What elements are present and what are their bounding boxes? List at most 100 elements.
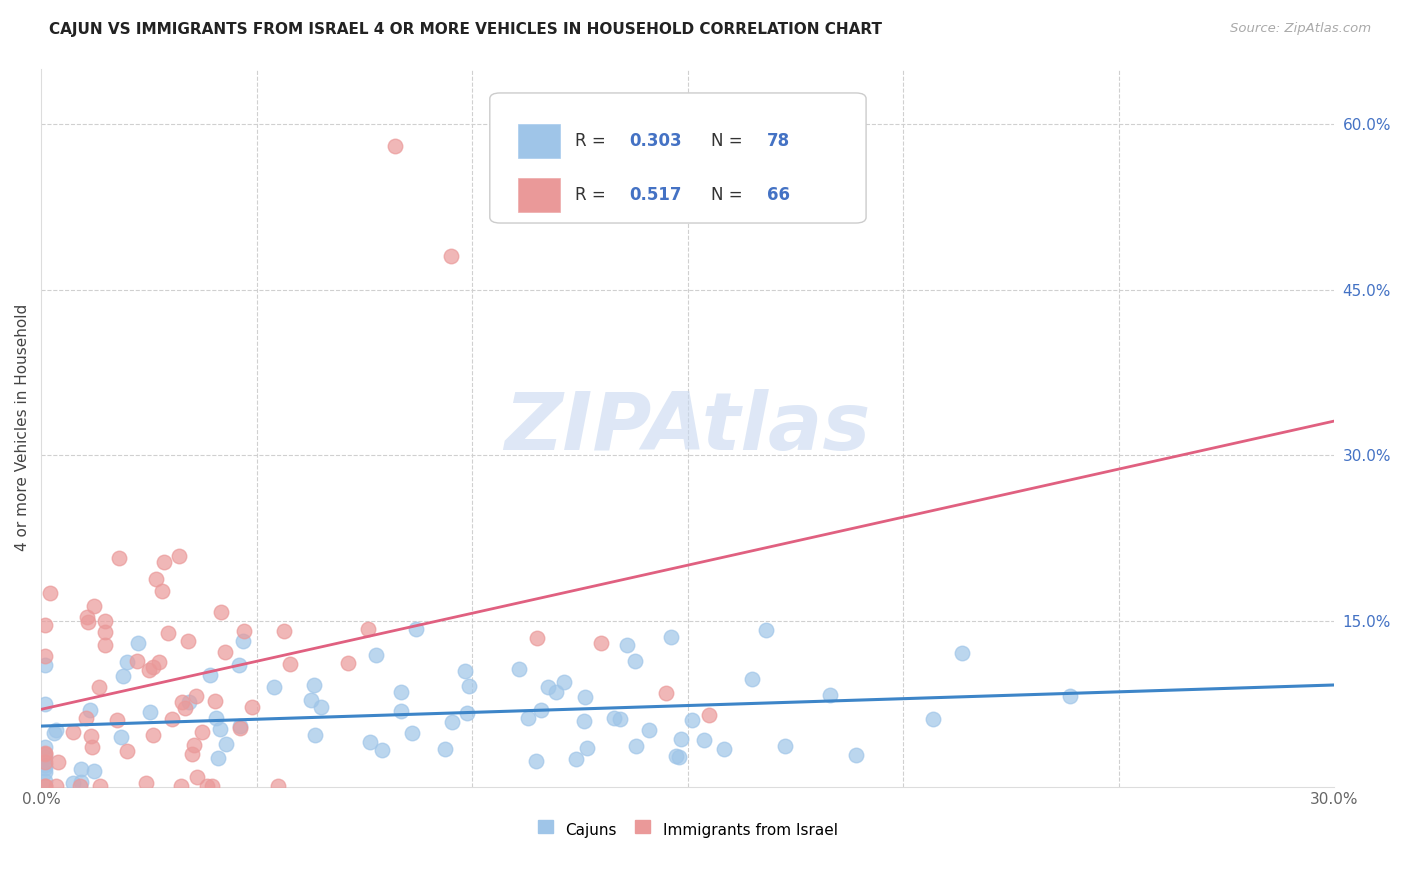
Point (179, 695, 201, 709)
Text: 66: 66 (766, 186, 790, 204)
Point (83, 599, 105, 613)
Point (681, 713, 703, 727)
Legend: Cajuns, Immigrants from Israel: Cajuns, Immigrants from Israel (531, 817, 844, 844)
Point (191, 725, 214, 739)
Point (34, 779, 56, 793)
FancyBboxPatch shape (519, 178, 560, 212)
Point (576, 740, 599, 755)
Point (574, 690, 596, 705)
Point (950, 646, 973, 660)
Point (214, 645, 236, 659)
Text: R =: R = (575, 186, 612, 204)
Point (366, 648, 388, 663)
Point (139, 705, 162, 719)
Point (623, 654, 645, 668)
Point (391, 684, 413, 698)
Point (87, 680, 110, 694)
Point (453, 665, 475, 679)
Point (89, 779, 111, 793)
Point (389, 704, 412, 718)
Point (117, 655, 139, 669)
Point (135, 776, 157, 790)
Point (741, 672, 763, 686)
Point (94, 638, 117, 652)
Point (138, 663, 160, 677)
Text: 0.517: 0.517 (630, 186, 682, 204)
Text: N =: N = (711, 186, 748, 204)
Point (267, 779, 290, 793)
Point (198, 668, 221, 682)
Point (278, 657, 301, 671)
Point (174, 701, 197, 715)
Point (359, 735, 381, 749)
Point (34, 657, 56, 672)
Point (530, 703, 553, 717)
Text: 78: 78 (766, 132, 790, 150)
Text: ZIPAtlas: ZIPAtlas (505, 389, 870, 467)
Point (34, 739, 56, 754)
Point (156, 626, 179, 640)
Point (456, 706, 478, 720)
Point (142, 660, 165, 674)
Point (384, 139, 406, 153)
Point (62, 776, 84, 790)
Point (170, 695, 193, 709)
Point (228, 658, 250, 673)
Point (524, 755, 547, 769)
Point (34, 649, 56, 664)
Point (921, 712, 943, 726)
Point (818, 688, 841, 702)
Point (517, 711, 540, 725)
Point (304, 728, 326, 742)
Point (299, 693, 322, 707)
Point (697, 708, 720, 723)
Point (34, 697, 56, 711)
Text: R =: R = (575, 132, 612, 150)
Point (357, 622, 380, 636)
Point (34, 757, 56, 772)
Point (692, 732, 714, 747)
Point (405, 622, 427, 636)
Point (69, 775, 91, 789)
Point (183, 738, 205, 752)
Point (669, 732, 692, 747)
Point (304, 678, 326, 692)
FancyBboxPatch shape (519, 124, 560, 159)
Point (591, 636, 613, 650)
Point (34, 756, 56, 770)
Point (34, 779, 56, 793)
Point (845, 747, 868, 762)
Point (70, 762, 93, 776)
Point (38, 586, 60, 600)
Point (148, 656, 170, 670)
Point (668, 750, 690, 764)
Point (603, 711, 626, 725)
Point (34, 774, 56, 789)
Point (204, 693, 226, 707)
Point (207, 751, 229, 765)
Point (232, 634, 254, 648)
Point (142, 728, 165, 742)
Point (75, 711, 97, 725)
Point (624, 739, 647, 753)
Point (34, 761, 56, 775)
Text: CAJUN VS IMMIGRANTS FROM ISRAEL 4 OR MORE VEHICLES IN HOUSEHOLD CORRELATION CHAR: CAJUN VS IMMIGRANTS FROM ISRAEL 4 OR MOR… (49, 22, 882, 37)
Text: N =: N = (711, 132, 748, 150)
Point (112, 669, 135, 683)
Point (458, 679, 481, 693)
Point (79, 703, 101, 717)
Point (240, 700, 263, 714)
Point (336, 656, 359, 670)
Point (755, 624, 778, 638)
Point (553, 674, 575, 689)
Point (616, 639, 638, 653)
Point (34, 764, 56, 779)
Point (80, 740, 103, 755)
Point (273, 624, 295, 638)
Point (34, 746, 56, 760)
Point (439, 250, 461, 264)
Point (105, 713, 128, 727)
Point (665, 748, 688, 763)
Text: 0.303: 0.303 (630, 132, 682, 150)
Point (609, 712, 631, 726)
